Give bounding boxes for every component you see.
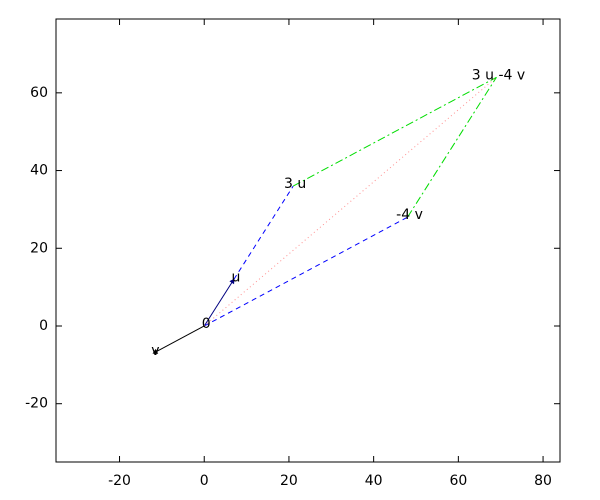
plot-frame [55,18,561,463]
vector-segment [292,76,497,187]
x-tick-label: 20 [280,473,298,489]
vector-segment [407,77,497,218]
y-tick-label: 0 [39,318,48,334]
x-tick-label: 0 [200,473,209,489]
vector-segment [233,185,294,280]
x-tick-label: 40 [365,473,383,489]
arrow-head [229,278,235,285]
annotation: 3 u [284,176,306,192]
vector-segment [203,216,408,327]
y-tick-label: 20 [30,240,48,256]
annotation: 3 u -4 v [472,67,525,83]
annotation: 0 [202,316,211,332]
vector-segment [153,325,205,354]
y-tick-label: 40 [30,163,48,179]
annotation: -4 v [396,207,423,223]
y-tick-label: -20 [25,396,48,412]
vector-segment [203,279,235,327]
x-tick-label: -20 [108,473,131,489]
annotation: v [151,343,159,359]
y-tick-label: 60 [30,85,48,101]
x-tick-label: 80 [534,473,552,489]
annotation: u [231,269,240,285]
x-tick-label: 60 [449,473,467,489]
vector-segment [203,76,497,327]
arrow-head [152,348,159,354]
